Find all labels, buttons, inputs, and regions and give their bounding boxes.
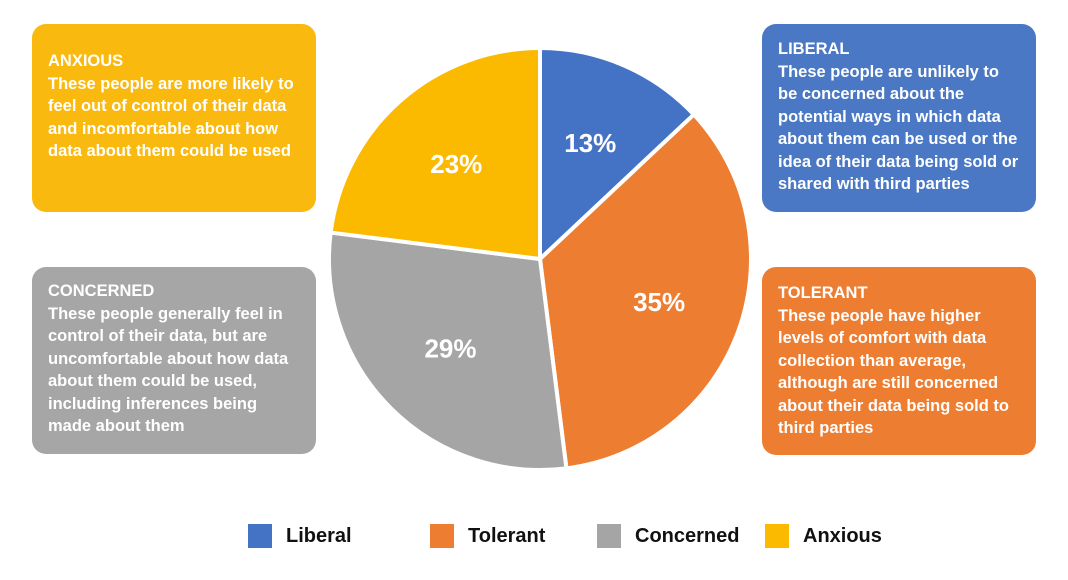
tolerant-box-title: TOLERANT [778,284,868,302]
data-label-concerned: 29% [424,334,476,364]
pie-slice-tolerant [537,111,753,471]
anxious-box-title: ANXIOUS [48,52,124,70]
legend-item-tolerant: Tolerant [430,524,545,548]
data-label-anxious: 23% [430,149,482,179]
tolerant-box-text: These people have higher levels of comfo… [778,306,1009,438]
legend-item-anxious: Anxious [765,524,882,548]
legend-label-anxious: Anxious [803,524,882,547]
legend-item-liberal: Liberal [248,524,352,548]
liberal-box-text: These people are unlikely to be concerne… [778,62,1019,194]
anxious-box-text: These people are more likely to feel out… [48,74,294,161]
concerned-box-text: These people generally feel in control o… [48,304,289,436]
data-label-liberal: 13% [564,128,616,158]
pie-slice-liberal [538,45,697,264]
liberal-description-box: LIBERAL These people are unlikely to be … [762,24,1036,212]
anxious-description-box: ANXIOUS These people are more likely to … [32,24,316,212]
legend-swatch-tolerant [430,524,454,548]
legend-swatch-liberal [248,524,272,548]
legend-swatch-concerned [597,524,621,548]
legend-item-concerned: Concerned [597,524,739,548]
legend-label-liberal: Liberal [286,524,352,547]
tolerant-description-box: TOLERANT These people have higher levels… [762,267,1036,455]
pie-slice-concerned [327,230,569,472]
legend-label-concerned: Concerned [635,524,740,547]
legend-swatch-anxious [765,524,789,548]
liberal-box-title: LIBERAL [778,40,850,58]
legend-label-tolerant: Tolerant [468,524,546,547]
concerned-description-box: CONCERNED These people generally feel in… [32,267,316,454]
concerned-box-title: CONCERNED [48,282,155,300]
data-label-tolerant: 35% [633,287,685,317]
pie-slice-anxious [328,45,542,262]
